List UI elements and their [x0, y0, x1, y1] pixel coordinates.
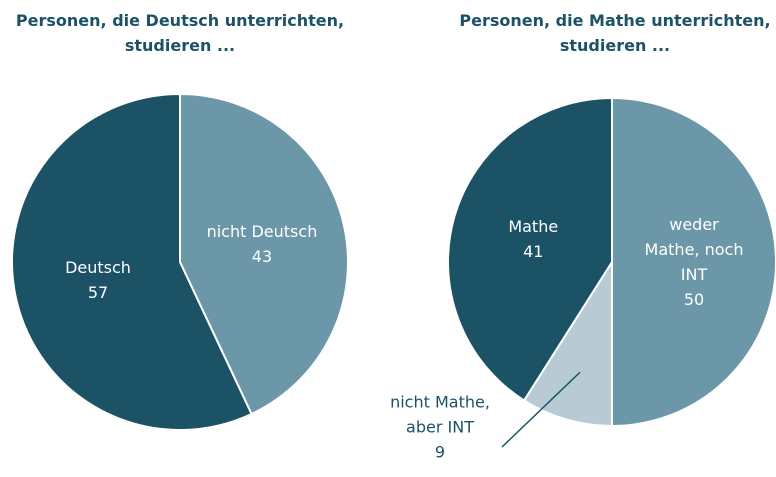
leader-line — [501, 371, 581, 448]
pie-slice — [11, 92, 253, 431]
value-label: 57 — [87, 283, 109, 303]
value-label: 50 — [683, 290, 705, 309]
slice-label: Deutsch 57 — [28, 255, 168, 305]
pie-slice — [522, 258, 613, 428]
slice-label: Mathe 41 — [463, 214, 603, 264]
chart-title: Personen, die Mathe unterrichten, studie… — [459, 11, 771, 55]
value-label: 43 — [251, 246, 273, 266]
category-label: nicht Deutsch — [206, 221, 318, 241]
category-label: nicht Mathe, aber INT — [390, 392, 490, 437]
pie-slice — [447, 96, 613, 402]
category-label: weder Mathe, noch INT — [644, 215, 744, 284]
slice-label: weder Mathe, noch INT 50 — [624, 212, 764, 312]
value-label: 41 — [523, 242, 544, 262]
category-label: Deutsch — [65, 258, 131, 278]
pie-slice — [179, 92, 349, 416]
value-label: 9 — [434, 442, 446, 462]
slice-label: nicht Mathe, aber INT 9 — [370, 390, 510, 465]
slice-label: nicht Deutsch 43 — [192, 219, 332, 269]
category-label: Mathe — [508, 217, 559, 237]
chart-title: Personen, die Deutsch unterrichten, stud… — [15, 11, 345, 55]
